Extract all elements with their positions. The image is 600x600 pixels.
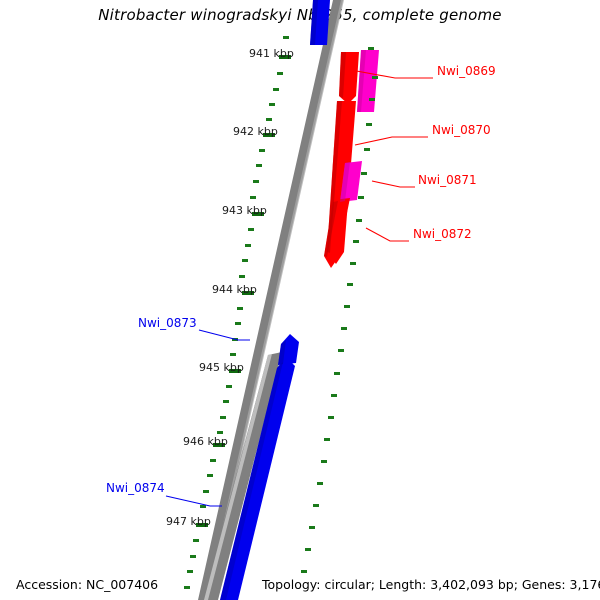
ruler-tick-minor bbox=[250, 196, 256, 199]
ruler-tick-major bbox=[229, 369, 241, 373]
ruler-tick-label: 941 kbp bbox=[249, 47, 294, 60]
ruler-tick-minor bbox=[368, 47, 374, 50]
ruler-tick-minor bbox=[309, 526, 315, 529]
ruler-tick-minor bbox=[356, 219, 362, 222]
ruler-tick-minor bbox=[256, 164, 262, 167]
ruler-tick-minor bbox=[328, 416, 334, 419]
ruler-tick-major bbox=[213, 443, 225, 447]
page-title: Nitrobacter winogradskyi Nb-255, complet… bbox=[98, 6, 502, 24]
ruler-tick-major bbox=[242, 291, 254, 295]
gene-leader-line bbox=[365, 227, 409, 242]
gene-leader-line bbox=[198, 329, 250, 341]
ruler-tick-minor bbox=[184, 586, 190, 589]
ruler-tick-minor bbox=[237, 307, 243, 310]
genome-backbone-main-highlight bbox=[206, 0, 344, 600]
gene-shade-m1 bbox=[357, 50, 366, 112]
ruler-tick-minor bbox=[226, 385, 232, 388]
ruler-tick-minor bbox=[200, 505, 206, 508]
gene-label-nwi_0873[interactable]: Nwi_0873 bbox=[138, 316, 197, 330]
ruler-tick-label: 943 kbp bbox=[222, 204, 267, 217]
ruler-tick-minor bbox=[239, 275, 245, 278]
ruler-tick-minor bbox=[283, 36, 289, 39]
ruler-tick-minor bbox=[217, 431, 223, 434]
ruler-tick-minor bbox=[242, 259, 248, 262]
ruler-tick-major bbox=[263, 133, 275, 137]
genome-backbone-secondary-highlight bbox=[204, 354, 272, 600]
status-accession: Accession: NC_007406 bbox=[16, 577, 159, 592]
ruler-tick-minor bbox=[331, 394, 337, 397]
ruler-tick-minor bbox=[324, 438, 330, 441]
gene-shade-b0 bbox=[310, 0, 318, 45]
ruler-tick-minor bbox=[338, 349, 344, 352]
ruler-tick-minor bbox=[369, 98, 375, 101]
gene-shade-b1 bbox=[278, 340, 286, 365]
ruler-tick-minor bbox=[358, 196, 364, 199]
ruler-tick-minor bbox=[269, 103, 275, 106]
ruler-tick-minor bbox=[277, 72, 283, 75]
gene-label-nwi_0874[interactable]: Nwi_0874 bbox=[106, 481, 165, 495]
ruler-tick-minor bbox=[203, 490, 209, 493]
ruler-tick-minor bbox=[273, 88, 279, 91]
ruler-tick-minor bbox=[190, 555, 196, 558]
gene-leader-line bbox=[350, 69, 433, 79]
ruler-tick-minor bbox=[193, 539, 199, 542]
ruler-tick-minor bbox=[364, 148, 370, 151]
ruler-tick-minor bbox=[317, 482, 323, 485]
ruler-tick-minor bbox=[207, 474, 213, 477]
ruler-tick-minor bbox=[245, 244, 251, 247]
ruler-tick-label: 942 kbp bbox=[233, 125, 278, 138]
ruler-tick-label: 944 kbp bbox=[212, 283, 257, 296]
ruler-tick-minor bbox=[353, 240, 359, 243]
ruler-tick-minor bbox=[321, 460, 327, 463]
gene-label-nwi_0872[interactable]: Nwi_0872 bbox=[413, 227, 472, 241]
ruler-tick-minor bbox=[347, 283, 353, 286]
gene-label-nwi_0869[interactable]: Nwi_0869 bbox=[437, 64, 496, 78]
gene-block-rev-2[interactable] bbox=[220, 357, 295, 600]
gene-leader-line bbox=[371, 180, 415, 188]
ruler-tick-major bbox=[196, 523, 208, 527]
ruler-tick-minor bbox=[341, 327, 347, 330]
gene-leader-line bbox=[354, 136, 428, 146]
ruler-tick-minor bbox=[334, 372, 340, 375]
status-summary: Topology: circular; Length: 3,402,093 bp… bbox=[262, 577, 600, 592]
gene-shade-m2 bbox=[340, 162, 350, 202]
ruler-tick-minor bbox=[210, 459, 216, 462]
gene-block-fwd-3[interactable] bbox=[324, 198, 350, 268]
gene-shade-3 bbox=[324, 201, 338, 257]
ruler-tick-minor bbox=[372, 76, 378, 79]
ruler-tick-minor bbox=[259, 149, 265, 152]
ruler-tick-minor bbox=[235, 322, 241, 325]
ruler-tick-minor bbox=[305, 548, 311, 551]
ruler-tick-minor bbox=[361, 172, 367, 175]
ruler-tick-minor bbox=[220, 416, 226, 419]
gene-shade-b2 bbox=[220, 362, 283, 600]
ruler-tick-minor bbox=[187, 570, 193, 573]
gene-label-nwi_0870[interactable]: Nwi_0870 bbox=[432, 123, 491, 137]
ruler-tick-label: 946 kbp bbox=[183, 435, 228, 448]
genome-backbone-main bbox=[198, 0, 343, 600]
ruler-tick-minor bbox=[230, 353, 236, 356]
ruler-tick-major bbox=[279, 55, 291, 59]
ruler-tick-minor bbox=[223, 400, 229, 403]
ruler-tick-minor bbox=[366, 123, 372, 126]
ruler-tick-minor bbox=[313, 504, 319, 507]
ruler-tick-minor bbox=[248, 228, 254, 231]
ruler-tick-minor bbox=[266, 118, 272, 121]
gene-label-nwi_0871[interactable]: Nwi_0871 bbox=[418, 173, 477, 187]
ruler-tick-major bbox=[252, 212, 264, 216]
ruler-tick-minor bbox=[350, 262, 356, 265]
ruler-tick-label: 947 kbp bbox=[166, 515, 211, 528]
gene-leader-line bbox=[165, 495, 222, 507]
gene-shade-2 bbox=[327, 101, 342, 253]
ruler-tick-minor bbox=[301, 570, 307, 573]
ruler-tick-minor bbox=[344, 305, 350, 308]
gene-shade-1 bbox=[339, 52, 346, 98]
ruler-tick-minor bbox=[253, 180, 259, 183]
ruler-tick-label: 945 kbp bbox=[199, 361, 244, 374]
